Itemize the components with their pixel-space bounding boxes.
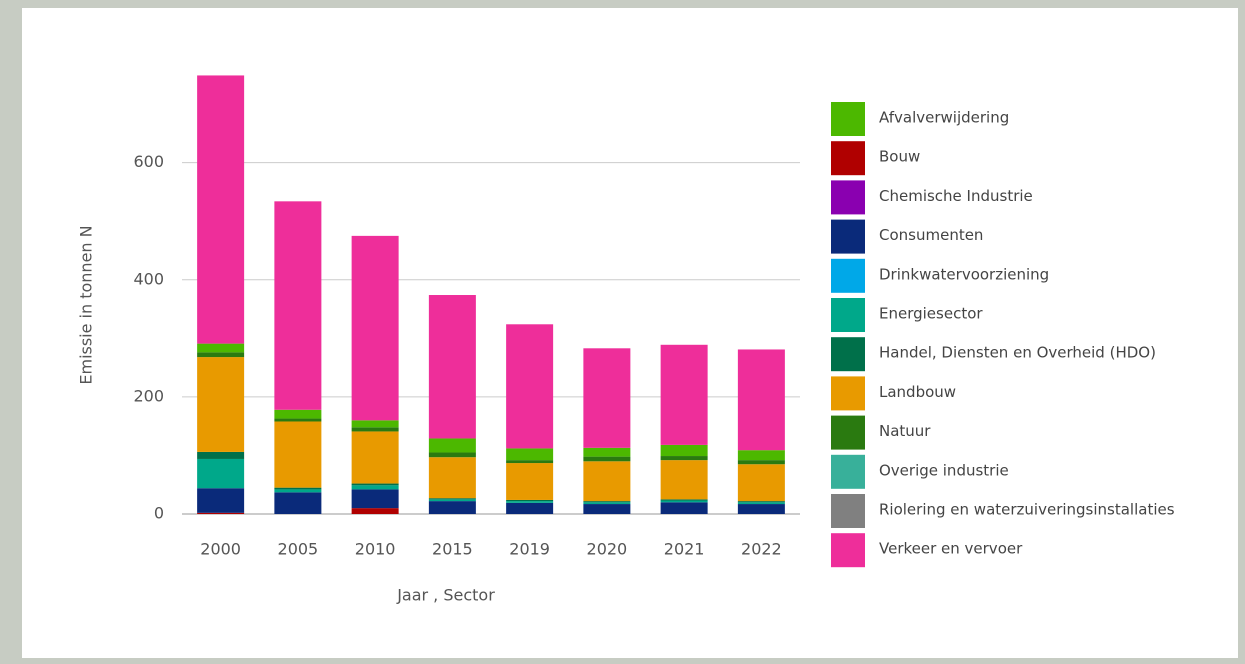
legend-label: Landbouw (879, 383, 956, 401)
y-tick-label: 600 (133, 152, 164, 171)
bar-segment (506, 460, 554, 464)
bar-segment (274, 421, 322, 488)
legend-swatch (831, 454, 865, 489)
legend-label: Drinkwatervoorziening (879, 265, 1049, 283)
bar-segment (660, 444, 708, 457)
bar-segment (197, 512, 245, 514)
legend-swatch (831, 415, 865, 450)
bar-segment (274, 409, 322, 419)
x-tick-label: 2020 (587, 540, 628, 559)
legend-swatch (831, 337, 865, 372)
x-tick-label: 2010 (355, 540, 396, 559)
bar-segment (506, 502, 554, 514)
bar-segment (197, 352, 245, 358)
bar-segment (197, 488, 245, 513)
bar-segment (428, 501, 476, 514)
legend-label: Verkeer en vervoer (879, 540, 1023, 558)
bar-segment (351, 489, 399, 509)
legend-label: Afvalverwijdering (879, 109, 1009, 127)
legend-label: Natuur (879, 422, 931, 440)
bar-segment (197, 357, 245, 452)
bar-segment (428, 438, 476, 453)
x-tick-label: 2000 (200, 540, 241, 559)
x-tick-label: 2021 (664, 540, 705, 559)
bar-segment (197, 343, 245, 353)
legend-label: Energiesector (879, 305, 983, 323)
bar-segment (351, 485, 399, 490)
bar-segment (274, 201, 322, 410)
legend-label: Chemische Industrie (879, 187, 1033, 205)
bar-segment (660, 502, 708, 514)
legend-label: Bouw (879, 148, 920, 166)
bar-segment (737, 501, 785, 503)
bar-segment (737, 504, 785, 514)
legend-label: Overige industrie (879, 461, 1009, 479)
legend-label: Consumenten (879, 226, 983, 244)
legend-swatch (831, 219, 865, 254)
bar-segment (660, 456, 708, 461)
bar-segment (274, 487, 322, 490)
legend-swatch (831, 180, 865, 215)
bar-segment (428, 295, 476, 439)
legend-label: Handel, Diensten en Overheid (HDO) (879, 344, 1156, 362)
bar-segment (583, 447, 631, 457)
bar-segment (737, 464, 785, 502)
x-tick-label: 2015 (432, 540, 473, 559)
bar-segment (660, 344, 708, 445)
legend-swatch (831, 258, 865, 293)
x-axis-label: Jaar , Sector (396, 586, 495, 605)
x-tick-label: 2019 (509, 540, 550, 559)
bar-segment (351, 508, 399, 514)
legend-label: Riolering en waterzuiveringsinstallaties (879, 501, 1175, 519)
legend-swatch (831, 141, 865, 176)
bar-segment (428, 452, 476, 458)
bar-segment (351, 483, 399, 486)
bar-segment (506, 499, 554, 502)
legend-swatch (831, 298, 865, 332)
legend-swatch (831, 102, 865, 136)
bar-segment (428, 499, 476, 502)
bar-segment (660, 500, 708, 503)
bar-segment (583, 501, 631, 503)
legend-swatch (831, 376, 865, 411)
bar-segment (583, 348, 631, 448)
bar-segment (506, 324, 554, 449)
bar-segment (737, 502, 785, 505)
bar-segment (274, 489, 322, 493)
bar-segment (428, 457, 476, 499)
bar-segment (197, 75, 245, 344)
x-tick-label: 2005 (278, 540, 319, 559)
bar-segment (660, 460, 708, 500)
bar-segment (506, 448, 554, 461)
bar-segment (428, 498, 476, 500)
y-tick-label: 0 (154, 504, 164, 523)
bar-segment (197, 451, 245, 459)
bar-segment (583, 461, 631, 502)
bar-segment (351, 235, 399, 421)
bar-segment (274, 492, 322, 514)
bar-segment (737, 450, 785, 461)
y-tick-label: 200 (133, 386, 164, 405)
bar-segment (351, 431, 399, 484)
bar-segment (506, 501, 554, 503)
y-axis-label: Emissie in tonnen N (77, 225, 96, 384)
y-tick-label: 400 (133, 269, 164, 288)
bar-segment (583, 456, 631, 462)
bar-segment (737, 460, 785, 465)
bar-segment (351, 420, 399, 428)
bar-segment (274, 418, 322, 422)
bar-segment (351, 427, 399, 432)
bar-segment (506, 463, 554, 500)
bar-segment (660, 499, 708, 501)
legend-swatch (831, 533, 865, 568)
bar-segment (583, 502, 631, 505)
legend-swatch (831, 494, 865, 528)
x-tick-label: 2022 (741, 540, 782, 559)
bar-segment (583, 504, 631, 514)
bar-segment (197, 458, 245, 489)
bar-segment (737, 349, 785, 451)
